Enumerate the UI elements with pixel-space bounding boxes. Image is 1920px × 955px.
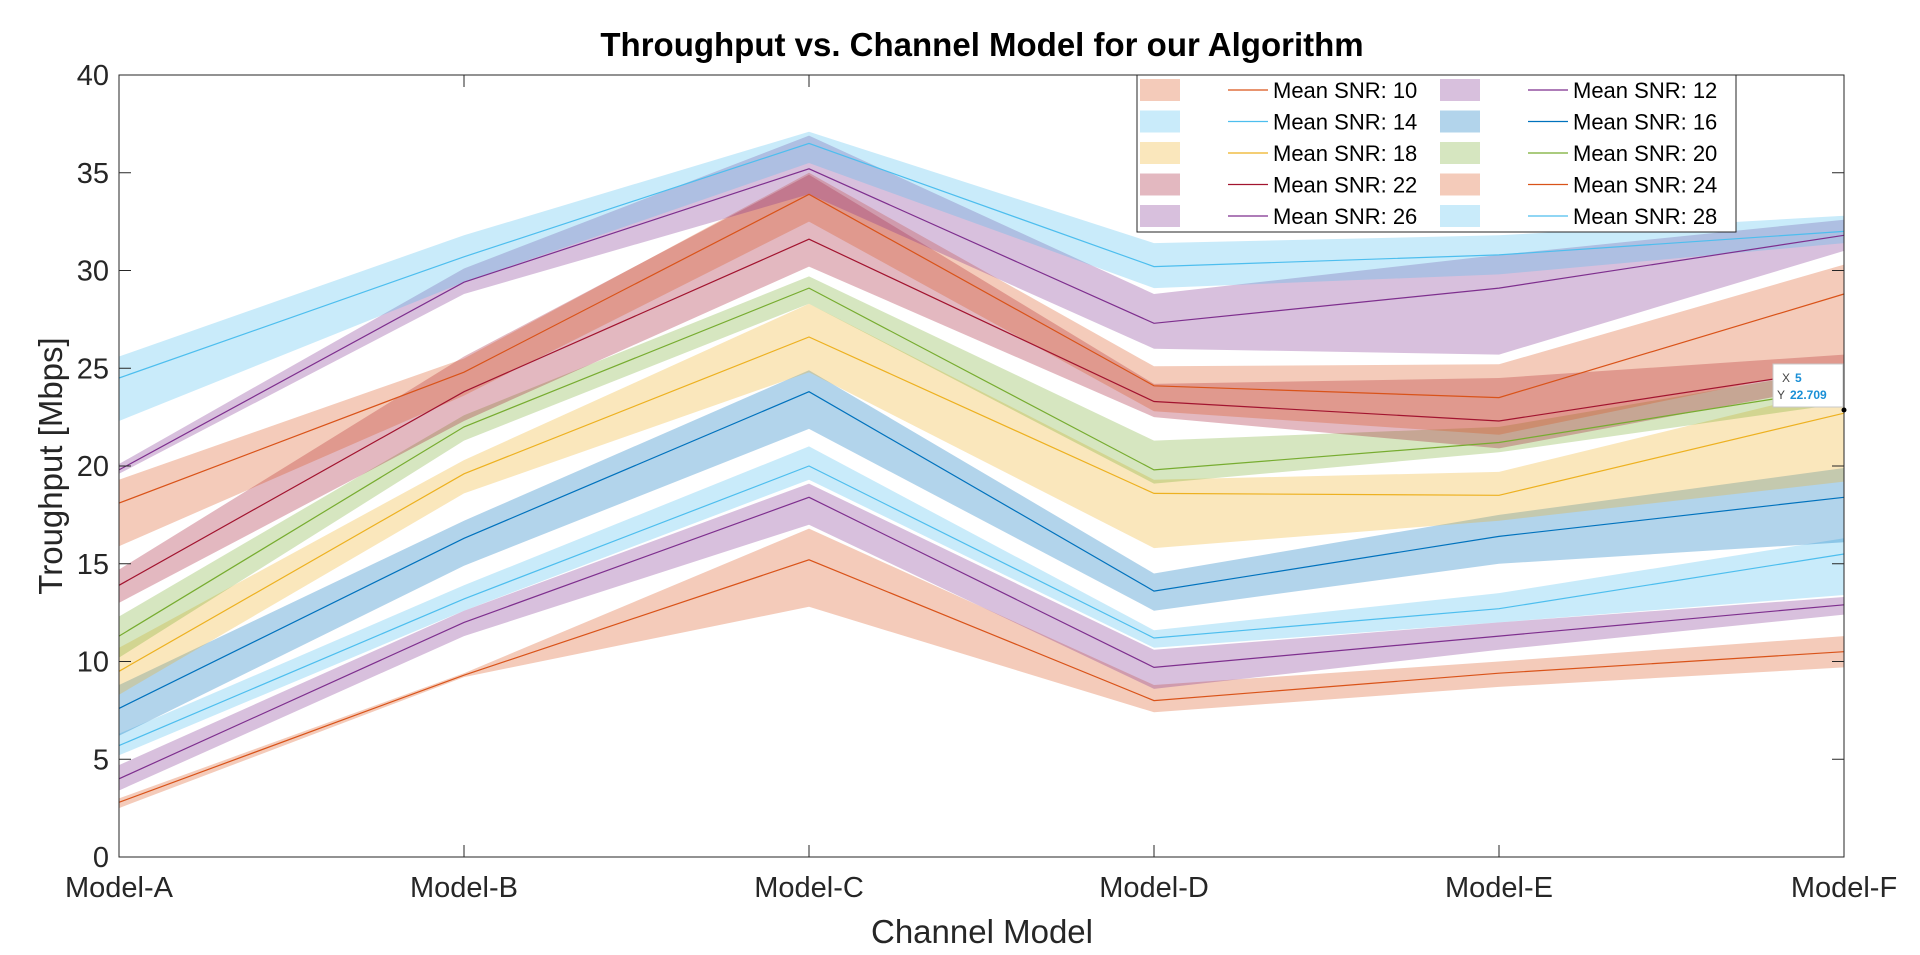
data-tip-x-value: 5 bbox=[1795, 371, 1802, 385]
band-series-5 bbox=[119, 303, 1844, 695]
y-tick-label: 20 bbox=[77, 451, 109, 483]
line-series-8 bbox=[118, 193, 1845, 504]
x-axis: Model-A Model-B Model-C Model-D Model-E Model… bbox=[65, 75, 1897, 904]
line-series-3 bbox=[118, 465, 1845, 747]
y-tick-label: 5 bbox=[93, 744, 109, 776]
line-series-9 bbox=[118, 168, 1845, 471]
legend-label: Mean SNR: 16 bbox=[1573, 110, 1717, 135]
legend-band-swatch bbox=[1440, 79, 1480, 101]
band-series-8 bbox=[119, 172, 1844, 547]
band-series-9 bbox=[119, 135, 1844, 474]
legend-band-swatch bbox=[1140, 205, 1180, 227]
x-tick-label: Model-F bbox=[1791, 872, 1897, 904]
x-tick-label: Model-D bbox=[1099, 872, 1209, 904]
legend-label: Mean SNR: 14 bbox=[1273, 110, 1417, 135]
legend[interactable]: Mean SNR: 10 Mean SNR: 12 Mean SNR: 14 Mean… bbox=[1136, 74, 1737, 233]
y-axis-label: Troughput [Mbps] bbox=[32, 337, 69, 594]
band-series-3 bbox=[119, 446, 1844, 756]
y-tick-label: 35 bbox=[77, 158, 109, 190]
legend-label: Mean SNR: 26 bbox=[1273, 204, 1417, 229]
y-axis: 0 5 10 15 20 25 30 35 40 bbox=[77, 60, 1844, 874]
legend-label: Mean SNR: 10 bbox=[1273, 78, 1417, 103]
legend-label: Mean SNR: 12 bbox=[1573, 78, 1717, 103]
legend-item-5[interactable]: Mean SNR: 18 bbox=[1140, 141, 1417, 166]
data-tip-y-value: 22.709 bbox=[1790, 388, 1827, 402]
legend-band-swatch bbox=[1140, 173, 1180, 196]
legend-band-swatch bbox=[1140, 142, 1180, 164]
line-series-4 bbox=[118, 391, 1845, 709]
band-series-10 bbox=[119, 131, 1844, 421]
line-series-1 bbox=[118, 559, 1845, 803]
line-series-7 bbox=[118, 238, 1845, 586]
legend-label: Mean SNR: 20 bbox=[1573, 141, 1717, 166]
y-tick-label: 0 bbox=[93, 842, 109, 874]
legend-label: Mean SNR: 24 bbox=[1573, 173, 1717, 198]
x-tick-label: Model-A bbox=[65, 872, 174, 904]
data-tip[interactable]: X 5 Y 22.709 bbox=[1772, 363, 1847, 413]
legend-band-swatch bbox=[1440, 110, 1480, 133]
data-tip-x-label: X bbox=[1782, 371, 1790, 385]
legend-item-7[interactable]: Mean SNR: 22 bbox=[1140, 173, 1417, 198]
legend-item-3[interactable]: Mean SNR: 14 bbox=[1140, 110, 1417, 135]
x-tick-label: Model-C bbox=[754, 872, 864, 904]
line-series-5 bbox=[118, 336, 1845, 672]
line-series-10 bbox=[118, 142, 1845, 379]
x-tick-label: Model-B bbox=[410, 872, 518, 904]
x-tick-label: Model-E bbox=[1445, 872, 1553, 904]
legend-label: Mean SNR: 18 bbox=[1273, 141, 1417, 166]
legend-band-swatch bbox=[1140, 110, 1180, 133]
series-lines bbox=[118, 142, 1845, 803]
line-series-6 bbox=[118, 287, 1845, 637]
legend-band-swatch bbox=[1440, 142, 1480, 164]
legend-item-8[interactable]: Mean SNR: 24 bbox=[1440, 173, 1717, 198]
band-series-1 bbox=[119, 528, 1844, 809]
legend-item-2[interactable]: Mean SNR: 12 bbox=[1440, 78, 1717, 103]
legend-label: Mean SNR: 28 bbox=[1573, 204, 1717, 229]
legend-band-swatch bbox=[1140, 79, 1180, 101]
data-tip-y-label: Y bbox=[1777, 388, 1785, 402]
legend-band-swatch bbox=[1440, 205, 1480, 227]
line-series-2 bbox=[118, 496, 1845, 780]
band-series-4 bbox=[119, 370, 1844, 736]
legend-item-4[interactable]: Mean SNR: 16 bbox=[1440, 110, 1717, 135]
legend-item-6[interactable]: Mean SNR: 20 bbox=[1440, 141, 1717, 166]
chart-title: Throughput vs. Channel Model for our Alg… bbox=[600, 26, 1363, 63]
confidence-bands bbox=[119, 131, 1844, 809]
legend-label: Mean SNR: 22 bbox=[1273, 173, 1417, 198]
legend-item-1[interactable]: Mean SNR: 10 bbox=[1140, 78, 1417, 103]
legend-band-swatch bbox=[1440, 173, 1480, 196]
band-series-7 bbox=[119, 174, 1844, 603]
y-tick-label: 25 bbox=[77, 353, 109, 385]
y-tick-label: 15 bbox=[77, 549, 109, 581]
legend-item-10[interactable]: Mean SNR: 28 bbox=[1440, 204, 1717, 229]
x-axis-label: Channel Model bbox=[871, 913, 1093, 950]
band-series-2 bbox=[119, 483, 1844, 791]
data-tip-marker bbox=[1841, 407, 1847, 413]
y-tick-label: 30 bbox=[77, 256, 109, 288]
y-tick-label: 10 bbox=[77, 647, 109, 679]
data-tip-box bbox=[1772, 363, 1844, 408]
legend-item-9[interactable]: Mean SNR: 26 bbox=[1140, 204, 1417, 229]
y-tick-label: 40 bbox=[77, 60, 109, 92]
